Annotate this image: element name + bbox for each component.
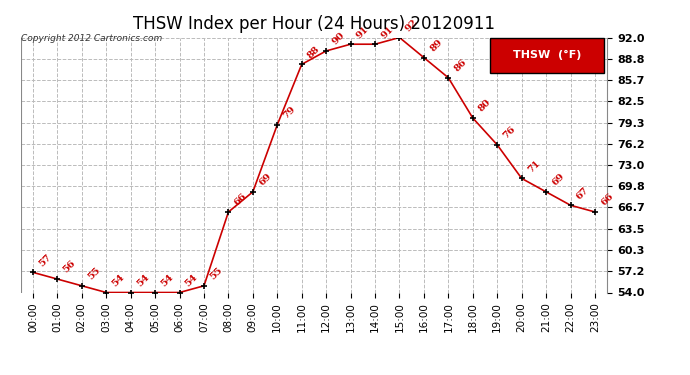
Text: 54: 54 (135, 272, 150, 288)
Text: 79: 79 (282, 105, 297, 121)
Text: 76: 76 (502, 125, 518, 141)
Text: 55: 55 (86, 266, 102, 282)
Text: 69: 69 (550, 172, 566, 188)
Text: 54: 54 (184, 272, 199, 288)
Text: 66: 66 (233, 192, 248, 208)
Text: THSW  (°F): THSW (°F) (513, 50, 582, 60)
Text: Copyright 2012 Cartronics.com: Copyright 2012 Cartronics.com (21, 34, 162, 43)
Text: 69: 69 (257, 172, 273, 188)
Text: 91: 91 (355, 24, 371, 40)
Text: 86: 86 (453, 58, 469, 74)
Text: 92: 92 (404, 17, 420, 33)
Text: 88: 88 (306, 44, 322, 60)
Text: 90: 90 (331, 31, 346, 47)
Text: 55: 55 (208, 266, 224, 282)
Text: 67: 67 (575, 185, 591, 201)
Text: 54: 54 (159, 272, 175, 288)
Text: 57: 57 (37, 252, 53, 268)
Text: 66: 66 (599, 192, 615, 208)
Text: 56: 56 (61, 259, 77, 275)
FancyBboxPatch shape (490, 38, 604, 73)
Text: 91: 91 (380, 24, 395, 40)
Text: 54: 54 (110, 272, 126, 288)
Text: 71: 71 (526, 158, 542, 174)
Text: 89: 89 (428, 38, 444, 54)
Text: 80: 80 (477, 98, 493, 114)
Title: THSW Index per Hour (24 Hours) 20120911: THSW Index per Hour (24 Hours) 20120911 (133, 15, 495, 33)
